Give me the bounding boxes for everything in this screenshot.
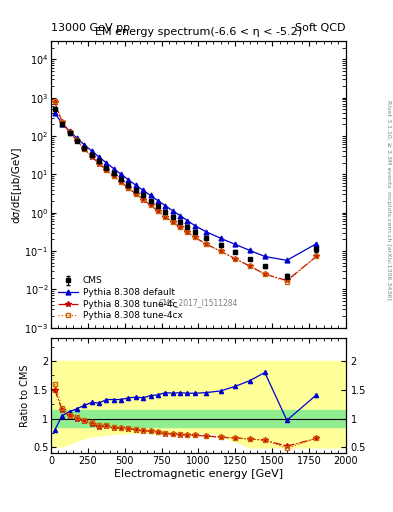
Pythia 8.308 tune-4cx [163, 214, 168, 220]
Line: Pythia 8.308 tune-4cx: Pythia 8.308 tune-4cx [52, 99, 319, 284]
Pythia 8.308 default [163, 203, 168, 209]
Pythia 8.308 default [89, 148, 94, 154]
Pythia 8.308 tune-4c [185, 229, 190, 235]
Pythia 8.308 tune-4cx [233, 255, 238, 262]
Pythia 8.308 tune-4cx [218, 248, 223, 254]
Pythia 8.308 tune-4cx [170, 219, 175, 225]
Line: Pythia 8.308 default: Pythia 8.308 default [52, 111, 319, 263]
Pythia 8.308 default [60, 120, 64, 126]
Pythia 8.308 default [119, 171, 123, 177]
Pythia 8.308 default [233, 241, 238, 247]
Y-axis label: Ratio to CMS: Ratio to CMS [20, 364, 30, 427]
Pythia 8.308 default [285, 257, 289, 263]
X-axis label: Electromagnetic energy [GeV]: Electromagnetic energy [GeV] [114, 468, 283, 479]
Pythia 8.308 tune-4cx [156, 208, 160, 214]
Pythia 8.308 tune-4c [111, 174, 116, 180]
Pythia 8.308 default [134, 182, 138, 188]
Pythia 8.308 tune-4c [75, 138, 79, 144]
Pythia 8.308 default [97, 154, 101, 160]
Pythia 8.308 tune-4cx [52, 98, 57, 104]
Pythia 8.308 tune-4c [170, 219, 175, 225]
Pythia 8.308 tune-4cx [111, 173, 116, 179]
Pythia 8.308 tune-4cx [134, 190, 138, 197]
Pythia 8.308 default [75, 135, 79, 141]
Text: mcplots.cern.ch [arXiv:1306.3436]: mcplots.cern.ch [arXiv:1306.3436] [386, 191, 391, 300]
Pythia 8.308 tune-4c [89, 154, 94, 160]
Pythia 8.308 tune-4c [60, 119, 64, 125]
Text: 13000 GeV pp: 13000 GeV pp [51, 23, 130, 33]
Pythia 8.308 tune-4c [67, 129, 72, 135]
Line: Pythia 8.308 tune-4c: Pythia 8.308 tune-4c [52, 100, 319, 283]
Pythia 8.308 tune-4c [218, 248, 223, 254]
Pythia 8.308 tune-4cx [148, 202, 153, 208]
Legend: CMS, Pythia 8.308 default, Pythia 8.308 tune-4c, Pythia 8.308 tune-4cx: CMS, Pythia 8.308 default, Pythia 8.308 … [55, 273, 185, 323]
Pythia 8.308 default [52, 110, 57, 116]
Pythia 8.308 tune-4cx [67, 129, 72, 135]
Pythia 8.308 default [193, 223, 197, 229]
Pythia 8.308 tune-4c [104, 167, 109, 173]
Pythia 8.308 tune-4cx [193, 234, 197, 240]
Pythia 8.308 tune-4cx [285, 279, 289, 285]
Text: Rivet 3.1.10, ≥ 3.3M events: Rivet 3.1.10, ≥ 3.3M events [386, 99, 391, 187]
Pythia 8.308 tune-4c [263, 271, 267, 277]
Pythia 8.308 tune-4c [141, 197, 145, 203]
Pythia 8.308 default [148, 193, 153, 199]
Text: Soft QCD: Soft QCD [296, 23, 346, 33]
Pythia 8.308 tune-4cx [126, 185, 131, 191]
Pythia 8.308 tune-4c [193, 234, 197, 240]
Pythia 8.308 tune-4cx [141, 196, 145, 202]
Pythia 8.308 tune-4cx [185, 229, 190, 235]
Pythia 8.308 tune-4c [285, 278, 289, 284]
Pythia 8.308 tune-4cx [314, 253, 319, 259]
Pythia 8.308 tune-4cx [263, 271, 267, 277]
Pythia 8.308 default [263, 253, 267, 260]
Pythia 8.308 default [111, 165, 116, 172]
Pythia 8.308 tune-4cx [204, 241, 208, 247]
Pythia 8.308 default [170, 208, 175, 214]
Pythia 8.308 tune-4cx [60, 119, 64, 125]
Y-axis label: dσ/dE[μb/GeV]: dσ/dE[μb/GeV] [11, 146, 22, 223]
Pythia 8.308 default [314, 241, 319, 247]
Pythia 8.308 default [156, 198, 160, 204]
Title: EM energy spectrum(-6.6 < η < -5.2): EM energy spectrum(-6.6 < η < -5.2) [95, 28, 302, 37]
Pythia 8.308 tune-4cx [178, 224, 182, 230]
Pythia 8.308 tune-4c [314, 253, 319, 260]
Pythia 8.308 tune-4c [148, 202, 153, 208]
Pythia 8.308 tune-4c [248, 263, 252, 269]
Pythia 8.308 tune-4c [233, 255, 238, 262]
Pythia 8.308 tune-4c [52, 99, 57, 105]
Pythia 8.308 tune-4c [163, 214, 168, 220]
Text: CMS_2017_I1511284: CMS_2017_I1511284 [159, 298, 238, 308]
Pythia 8.308 default [218, 235, 223, 241]
Pythia 8.308 default [82, 142, 86, 148]
Pythia 8.308 tune-4cx [75, 137, 79, 143]
Pythia 8.308 default [126, 177, 131, 183]
Pythia 8.308 default [248, 247, 252, 253]
Pythia 8.308 tune-4c [204, 241, 208, 247]
Pythia 8.308 tune-4c [126, 185, 131, 191]
Pythia 8.308 tune-4c [178, 224, 182, 230]
Pythia 8.308 default [185, 218, 190, 224]
Pythia 8.308 tune-4c [134, 191, 138, 197]
Pythia 8.308 tune-4cx [104, 166, 109, 173]
Pythia 8.308 tune-4cx [119, 179, 123, 185]
Pythia 8.308 tune-4c [82, 146, 86, 152]
Pythia 8.308 tune-4c [97, 161, 101, 167]
Pythia 8.308 default [141, 187, 145, 194]
Pythia 8.308 tune-4cx [82, 145, 86, 152]
Pythia 8.308 tune-4cx [97, 160, 101, 166]
Pythia 8.308 default [178, 212, 182, 219]
Pythia 8.308 tune-4c [119, 179, 123, 185]
Pythia 8.308 default [204, 228, 208, 234]
Pythia 8.308 tune-4cx [248, 263, 252, 269]
Pythia 8.308 tune-4c [156, 208, 160, 214]
Pythia 8.308 default [104, 160, 109, 166]
Pythia 8.308 default [67, 128, 72, 134]
Pythia 8.308 tune-4cx [89, 153, 94, 159]
